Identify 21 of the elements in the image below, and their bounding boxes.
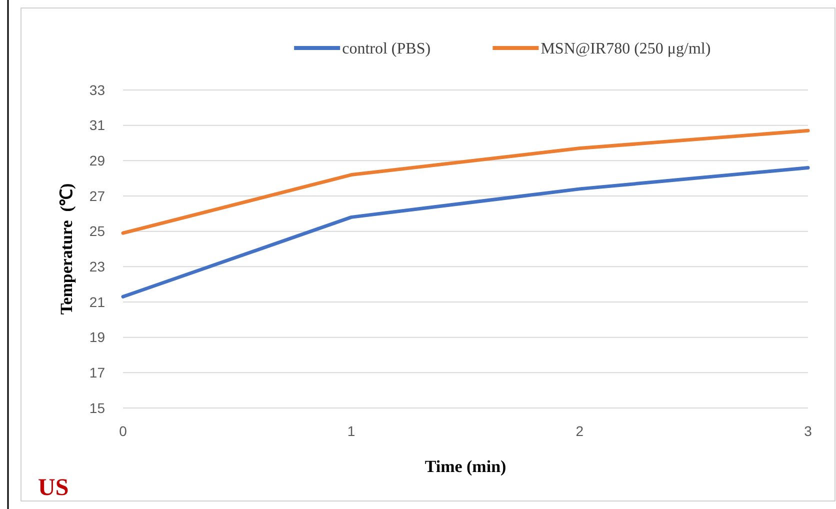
y-tick-label: 21 bbox=[89, 294, 106, 310]
y-tick-label: 17 bbox=[89, 364, 106, 381]
x-tick-label: 3 bbox=[804, 423, 812, 439]
line-series bbox=[121, 128, 810, 235]
x-tick-label: 1 bbox=[347, 423, 356, 439]
x-axis-title: Time (min) bbox=[424, 457, 506, 476]
text: US bbox=[38, 475, 69, 501]
legend-label: MSN@IR780 (250 μg/ml) bbox=[540, 40, 711, 58]
y-tick-label: 29 bbox=[89, 152, 106, 169]
y-tick-label: 15 bbox=[89, 400, 106, 416]
y-tick-label: 23 bbox=[89, 258, 106, 275]
y-axis-title: Temperature (℃) bbox=[57, 183, 76, 315]
line-series bbox=[121, 166, 810, 298]
y-tick-label: 31 bbox=[89, 117, 106, 134]
y-tick-label: 33 bbox=[89, 82, 106, 98]
legend-label: control (PBS) bbox=[342, 40, 431, 58]
x-tick-label: 0 bbox=[119, 423, 128, 439]
y-tick-label: 25 bbox=[89, 223, 106, 240]
x-tick-label: 2 bbox=[576, 423, 584, 439]
y-tick-label: 27 bbox=[89, 188, 106, 204]
y-tick-label: 19 bbox=[89, 329, 106, 346]
